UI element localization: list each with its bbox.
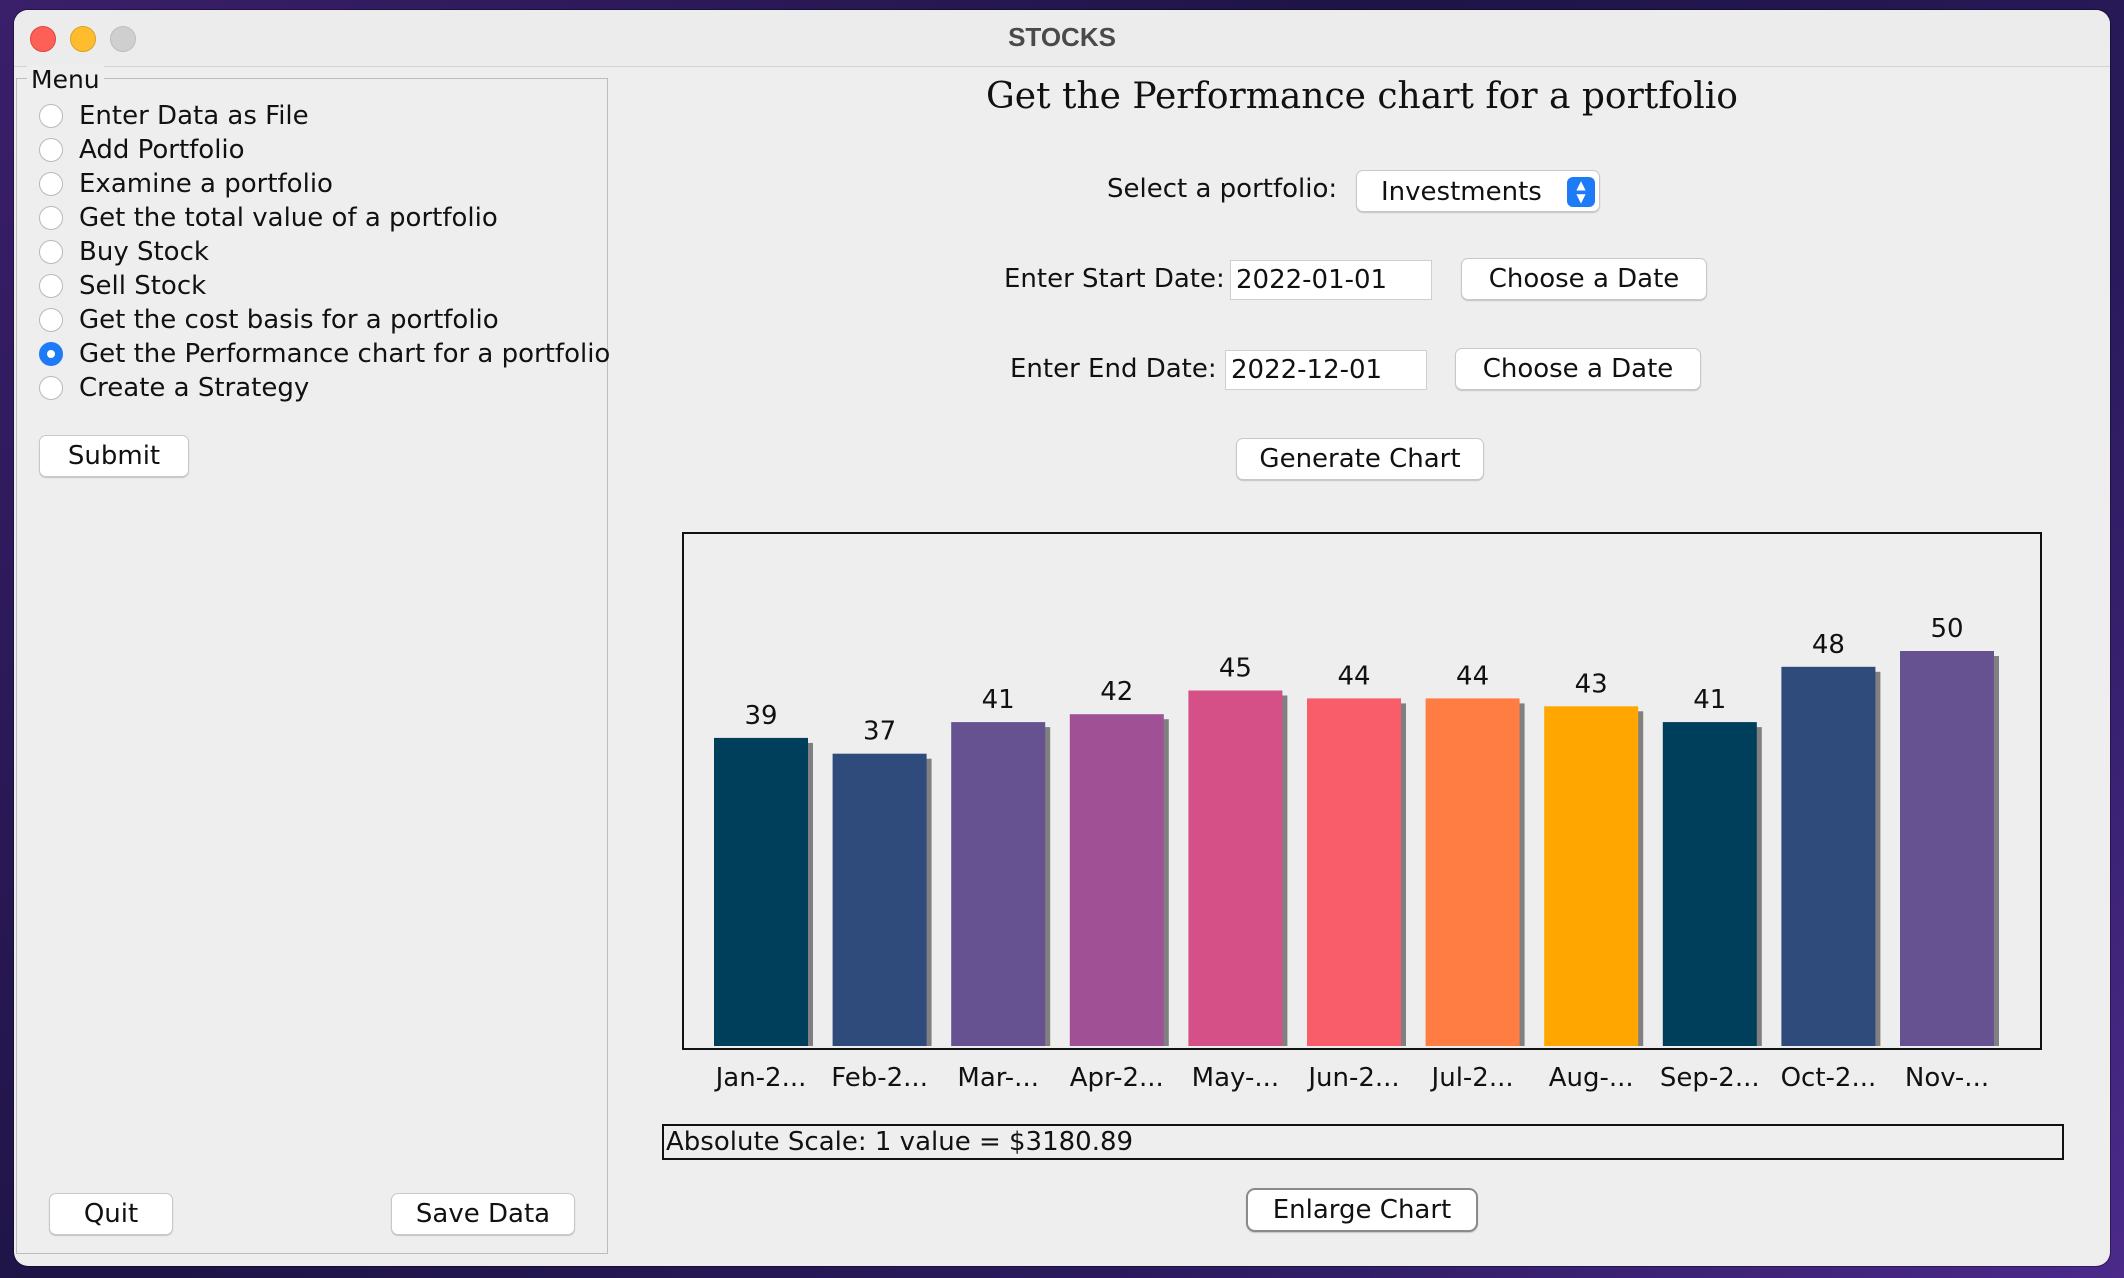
bar-value-label: 50 [1930,614,1963,644]
bar-value-label: 44 [1337,661,1370,691]
bar-value-label: 37 [863,717,896,747]
portfolio-select-value: Investments [1381,177,1542,207]
bar-6 [1425,698,1520,1046]
page-title: Get the Performance chart for a portfoli… [986,76,1738,117]
portfolio-label: Select a portfolio: [1107,174,1338,204]
bar-value-label: 48 [1812,630,1845,660]
minimize-window-button[interactable] [70,26,96,52]
bar-9 [1781,666,1876,1046]
category-label: Jul-2... [1430,1063,1514,1093]
bar-8 [1662,722,1757,1046]
choose-end-date-button[interactable]: Choose a Date [1455,348,1701,390]
maximize-window-button[interactable] [110,26,136,52]
window-title: STOCKS [1008,22,1116,52]
bar-10 [1900,651,1994,1046]
radio-button[interactable] [39,104,63,128]
portfolio-select[interactable]: Investments ▲ ▼ [1356,170,1600,212]
radio-button[interactable] [39,240,63,264]
category-label: Apr-2... [1070,1063,1164,1093]
start-date-label: Enter Start Date: [1004,264,1225,294]
bar-value-label: 42 [1100,677,1133,707]
category-label: Jan-2... [714,1063,807,1093]
menu-option-enter-data-as-file[interactable]: Enter Data as File [39,98,309,134]
menu-option-performance-chart[interactable]: Get the Performance chart for a portfoli… [39,336,610,372]
bar-value-label: 41 [1693,685,1726,715]
radio-button[interactable] [39,172,63,196]
save-data-button[interactable]: Save Data [391,1193,575,1235]
menu-option-add-portfolio[interactable]: Add Portfolio [39,132,245,168]
bar-value-label: 41 [982,685,1015,715]
enlarge-chart-button[interactable]: Enlarge Chart [1246,1188,1478,1232]
bar-0 [714,737,808,1046]
generate-chart-button[interactable]: Generate Chart [1236,438,1484,480]
bar-7 [1544,706,1639,1046]
category-label: Sep-2... [1660,1063,1760,1093]
menu-option-label: Examine a portfolio [79,169,333,199]
menu-option-label: Buy Stock [79,237,209,267]
bar-5 [1307,698,1401,1046]
end-date-field[interactable]: 2022-12-01 [1225,350,1427,390]
bar-value-label: 39 [744,701,777,731]
category-label: Mar-... [957,1063,1039,1093]
end-date-label: Enter End Date: [1010,354,1217,384]
radio-button-selected[interactable] [39,342,63,366]
menu-panel: Menu Enter Data as File Add Portfolio Ex… [16,65,610,1254]
choose-start-date-button[interactable]: Choose a Date [1461,258,1707,300]
menu-option-label: Get the total value of a portfolio [79,203,498,233]
menu-option-total-value[interactable]: Get the total value of a portfolio [39,200,498,236]
scale-text: Absolute Scale: 1 value = $3180.89 [666,1127,1134,1157]
category-label: Oct-2... [1781,1063,1877,1093]
category-label: Nov-... [1905,1063,1989,1093]
menu-option-label: Create a Strategy [79,373,310,403]
menu-option-examine-portfolio[interactable]: Examine a portfolio [39,166,333,202]
menu-option-label: Enter Data as File [79,101,309,131]
menu-legend: Menu [27,65,104,94]
bar-4 [1188,690,1283,1046]
category-label: Aug-... [1549,1063,1634,1093]
app-window: STOCKS Menu Enter Data as File Add Portf… [14,10,2110,1266]
bar-chart: 39 Jan-2... 37 Feb-2... 41 Mar-... 42 Apr-2... 4… [714,614,1999,1093]
start-date-field[interactable]: 2022-01-01 [1230,260,1432,300]
bar-value-label: 44 [1456,661,1489,691]
bar-value-label: 43 [1575,669,1608,699]
bar-3 [1069,714,1164,1046]
menu-option-sell-stock[interactable]: Sell Stock [39,268,206,304]
radio-button[interactable] [39,376,63,400]
close-window-button[interactable] [30,26,56,52]
bar-value-label: 45 [1219,654,1252,684]
bar-1 [832,753,927,1046]
bar-2 [951,722,1046,1046]
menu-option-buy-stock[interactable]: Buy Stock [39,234,209,270]
menu-option-label: Sell Stock [79,271,207,301]
menu-option-label: Get the cost basis for a portfolio [79,305,499,335]
chevron-up-down-icon: ▲ ▼ [1567,177,1595,207]
submit-button[interactable]: Submit [39,435,189,477]
radio-button[interactable] [39,308,63,332]
category-label: May-... [1192,1063,1279,1093]
menu-option-cost-basis[interactable]: Get the cost basis for a portfolio [39,302,499,338]
scale-info: Absolute Scale: 1 value = $3180.89 [662,1124,2064,1160]
quit-button[interactable]: Quit [49,1193,173,1235]
title-bar: STOCKS [14,10,2110,67]
category-label: Feb-2... [831,1063,928,1093]
radio-button[interactable] [39,274,63,298]
radio-button[interactable] [39,206,63,230]
menu-option-label: Get the Performance chart for a portfoli… [79,339,611,369]
menu-option-label: Add Portfolio [79,135,245,165]
category-label: Jun-2... [1306,1063,1399,1093]
radio-button[interactable] [39,138,63,162]
menu-option-create-strategy[interactable]: Create a Strategy [39,370,309,406]
